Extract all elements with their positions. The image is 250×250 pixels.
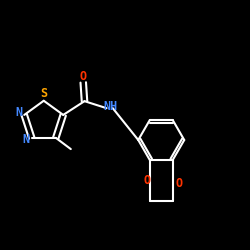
Text: NH: NH <box>104 100 118 114</box>
Text: O: O <box>144 174 151 187</box>
Text: N: N <box>15 106 22 120</box>
Text: O: O <box>176 177 182 190</box>
Text: O: O <box>80 70 87 83</box>
Text: N: N <box>23 132 30 145</box>
Text: S: S <box>40 87 47 100</box>
